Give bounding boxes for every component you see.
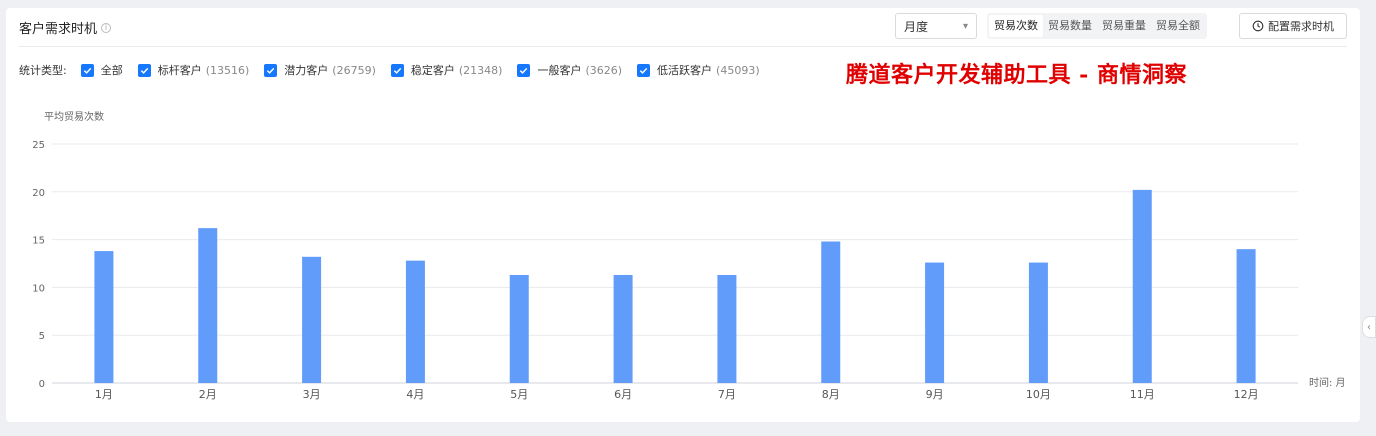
filter-item-label: 标杆客户 — [157, 64, 202, 77]
x-tick-label: 7月 — [718, 388, 736, 401]
collapse-panel-button[interactable]: ‹ — [1362, 316, 1376, 338]
chevron-down-icon: ▾ — [962, 20, 968, 32]
x-tick-label: 5月 — [510, 388, 528, 401]
filter-item-label: 一般客户 — [537, 64, 582, 77]
period-value: 月度 — [904, 19, 929, 34]
filter-checkbox-item[interactable]: 低活跃客户 (45093) — [637, 62, 760, 78]
period-select[interactable]: 月度 ▾ — [895, 13, 977, 39]
x-tick-label: 9月 — [926, 388, 944, 401]
x-tick-label: 3月 — [303, 388, 321, 401]
checkbox-checked-icon[interactable] — [264, 63, 278, 77]
y-tick-label: 15 — [32, 236, 45, 247]
bar — [405, 260, 425, 383]
x-tick-label: 2月 — [199, 388, 217, 401]
bar — [509, 274, 529, 383]
divider — [19, 46, 1347, 47]
bar — [1132, 189, 1152, 383]
filter-item-label: 全部 — [100, 64, 123, 77]
x-tick-label: 1月 — [95, 388, 113, 401]
title-text: 客户需求时机 — [19, 22, 98, 37]
x-tick-label: 8月 — [822, 388, 840, 401]
config-label: 配置需求时机 — [1268, 20, 1334, 33]
tab-trade-weight[interactable]: 贸易重量 — [1102, 19, 1146, 32]
filter-item-count: (3626) — [585, 63, 623, 77]
x-tick-label: 11月 — [1130, 388, 1155, 401]
info-icon[interactable]: i — [101, 22, 112, 33]
tab-trade-amount[interactable]: 贸易全额 — [1156, 19, 1200, 32]
bar — [1028, 262, 1048, 383]
tab-trade-count[interactable]: 贸易次数 — [989, 15, 1043, 37]
checkbox-checked-icon[interactable] — [637, 63, 651, 77]
filter-item-count: (45093) — [716, 63, 760, 77]
bar — [302, 256, 322, 383]
filter-checkbox-item[interactable]: 稳定客户 (21348) — [390, 62, 503, 78]
bar — [717, 274, 737, 383]
config-button[interactable]: 配置需求时机 — [1239, 13, 1347, 39]
banner-text: 腾道客户开发辅助工具 - 商情洞察 — [846, 62, 1187, 88]
filter-row: 统计类型: 全部 标杆客户 (13516) 潜力客户 (26759) 稳定客户 (21348… — [19, 62, 775, 78]
y-tick-label: 10 — [32, 283, 45, 294]
x-tick-label: 10月 — [1026, 388, 1051, 401]
x-tick-label: 12月 — [1234, 388, 1259, 401]
y-tick-label: 0 — [39, 379, 45, 390]
y-tick-label: 20 — [32, 188, 45, 199]
bar — [94, 251, 114, 383]
clock-settings-icon — [1252, 20, 1264, 32]
x-tick-label: 6月 — [614, 388, 632, 401]
filter-item-label: 低活跃客户 — [657, 64, 713, 77]
checkbox-checked-icon[interactable] — [390, 63, 404, 77]
bar — [1236, 249, 1256, 383]
checkbox-checked-icon[interactable] — [80, 63, 94, 77]
filter-item-count: (26759) — [332, 63, 376, 77]
y-tick-label: 5 — [39, 331, 45, 342]
filter-item-label: 稳定客户 — [410, 64, 455, 77]
bar — [821, 241, 841, 383]
filter-item-count: (21348) — [458, 63, 503, 77]
metric-tabs: 贸易次数 贸易数量 贸易重量 贸易全额 — [987, 13, 1207, 39]
x-tick-label: 4月 — [406, 388, 424, 401]
filter-checkbox-item[interactable]: 全部 — [80, 62, 123, 78]
filter-item-count: (13516) — [205, 63, 250, 77]
bar — [925, 262, 945, 383]
checkbox-checked-icon[interactable] — [517, 63, 531, 77]
filter-item-label: 潜力客户 — [284, 64, 329, 77]
bar — [613, 274, 633, 383]
chevron-left-icon: ‹ — [1367, 321, 1371, 333]
y-axis-title: 平均贸易次数 — [44, 110, 104, 123]
filter-checkbox-item[interactable]: 一般客户 (3626) — [517, 62, 622, 78]
filter-checkbox-item[interactable]: 潜力客户 (26759) — [264, 62, 376, 78]
y-tick-label: 25 — [32, 140, 45, 151]
filter-label: 统计类型: — [19, 64, 67, 77]
filter-checkbox-item[interactable]: 标杆客户 (13516) — [137, 62, 250, 78]
tab-trade-quantity[interactable]: 贸易数量 — [1048, 19, 1092, 32]
page-title: 客户需求时机 i — [19, 18, 112, 37]
bar — [198, 228, 218, 383]
checkbox-checked-icon[interactable] — [137, 63, 151, 77]
x-axis-title: 时间: 月 — [1309, 376, 1346, 389]
